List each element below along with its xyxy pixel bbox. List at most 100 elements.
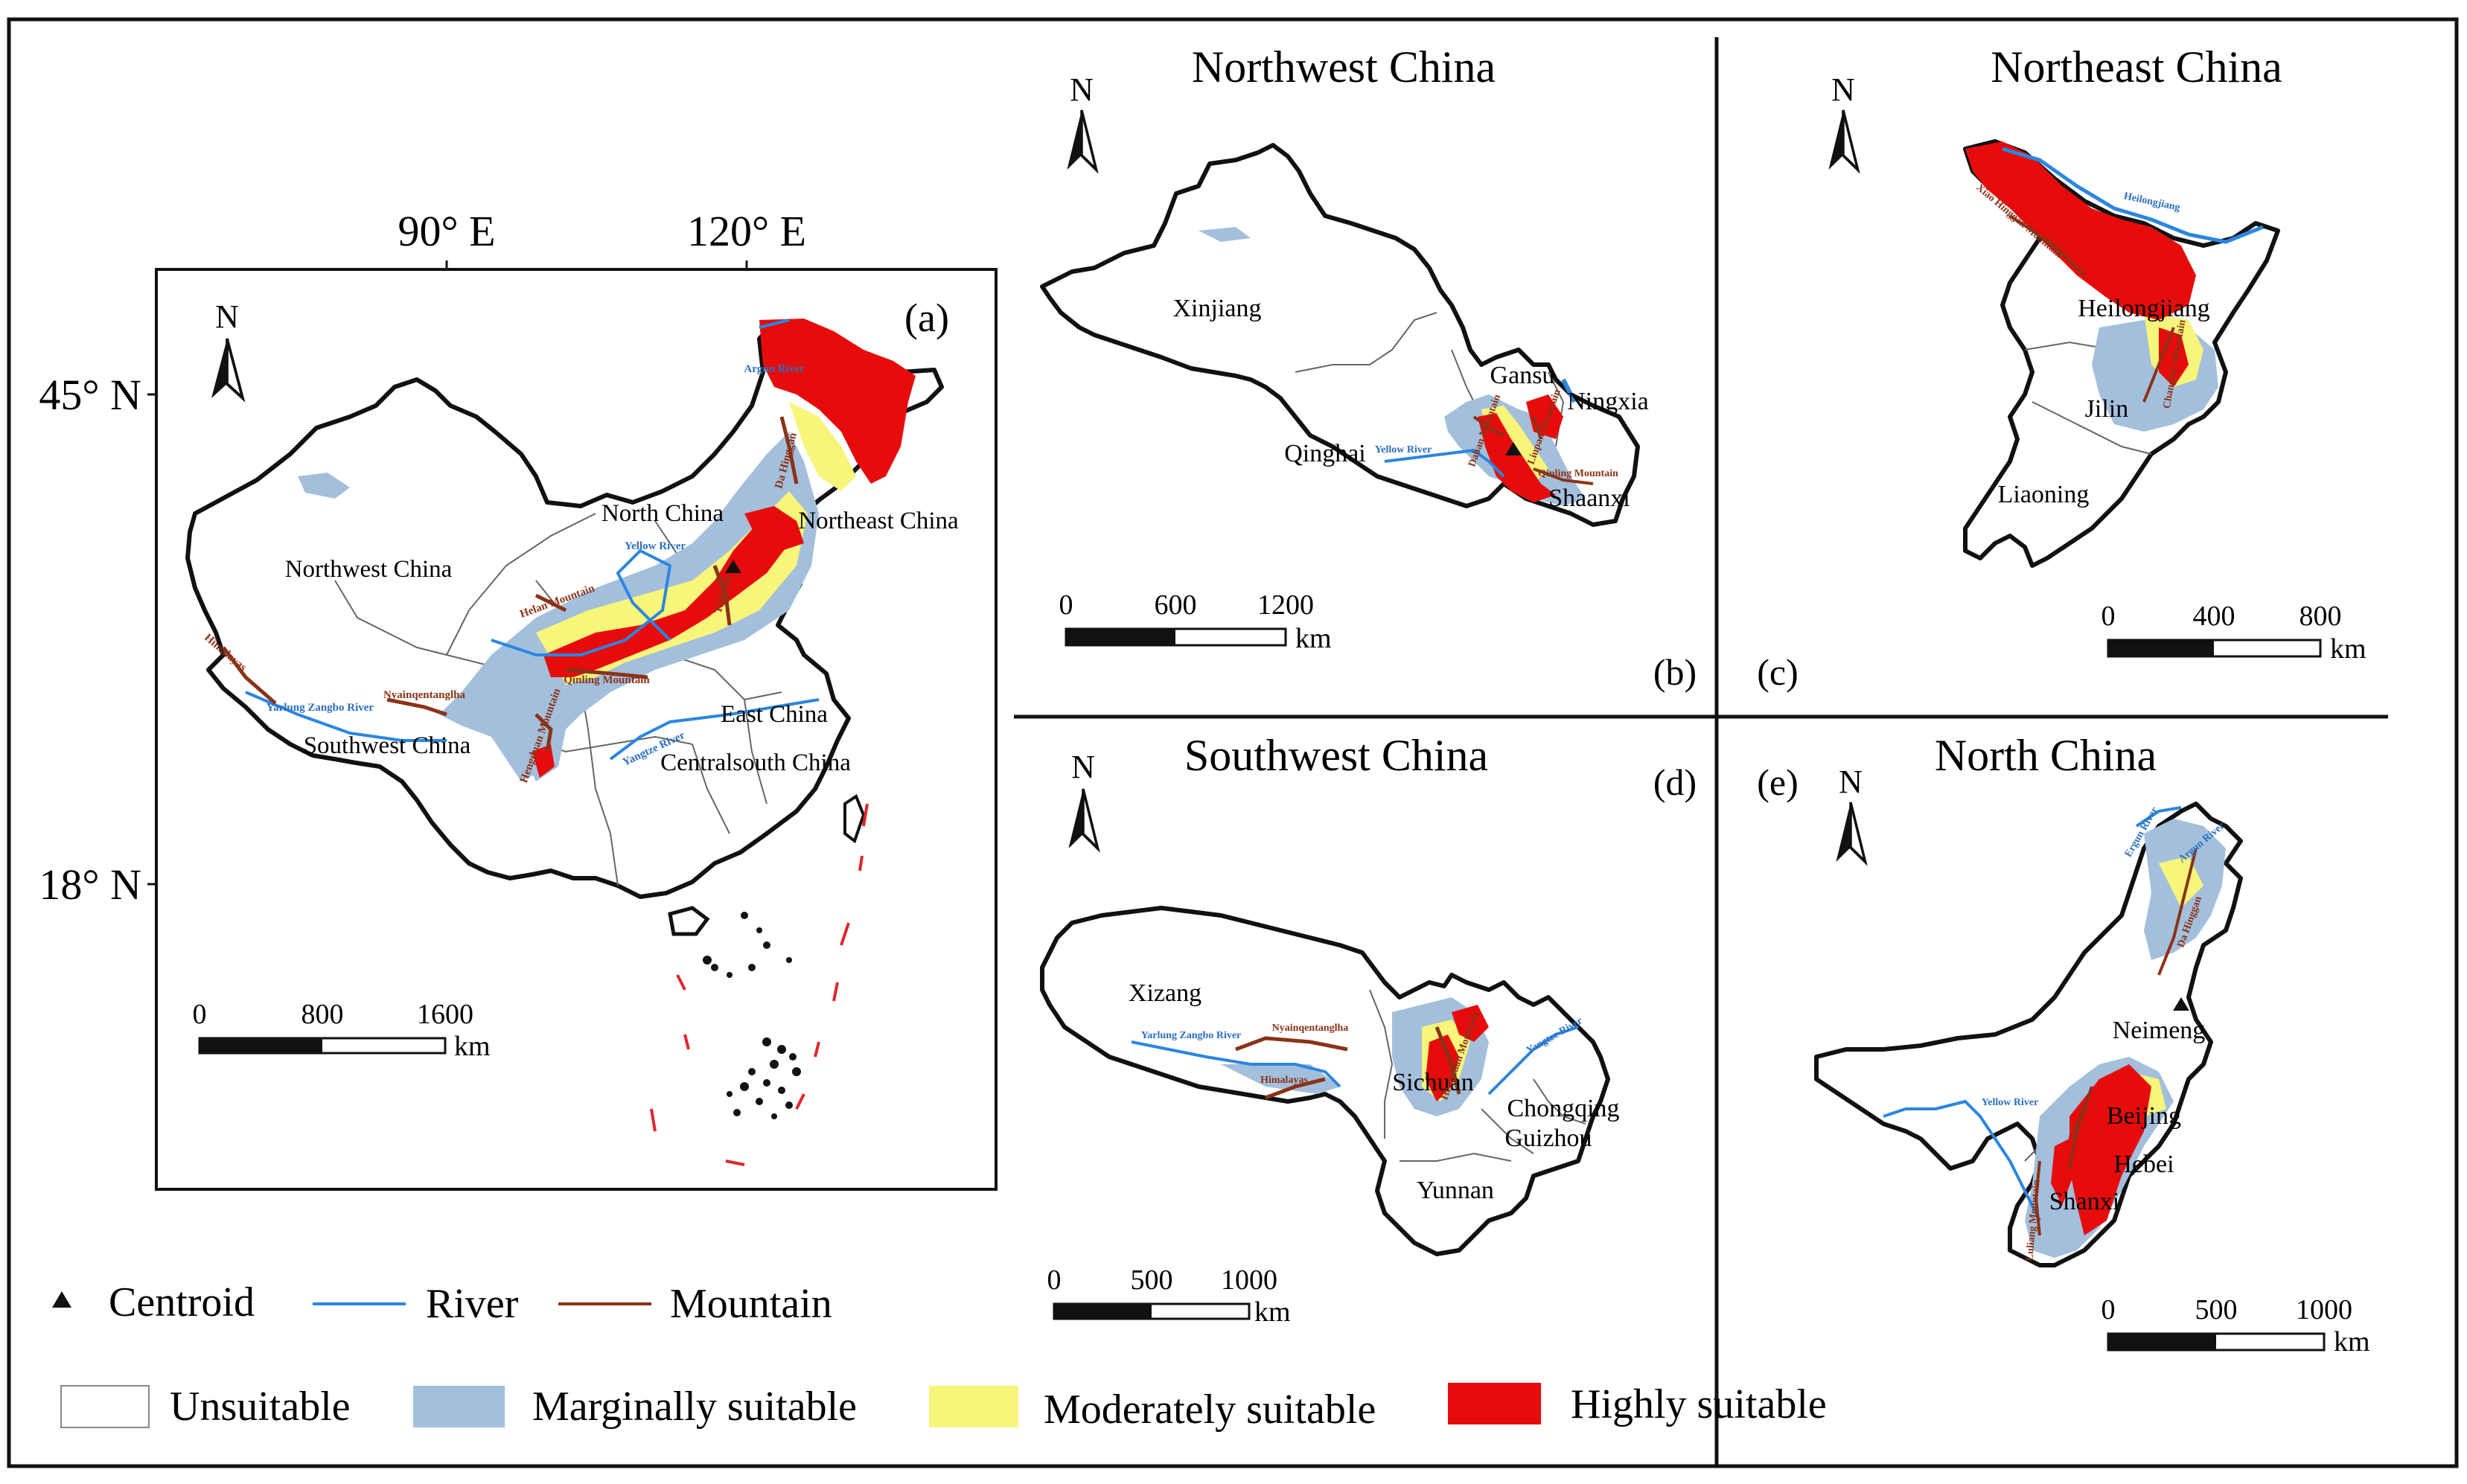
label-qinling-a: Qinling Mountain: [564, 674, 650, 686]
scale-unit-d: km: [1254, 1296, 1291, 1328]
legend-marginal-label: Marginally suitable: [532, 1384, 857, 1430]
scale-unit-b: km: [1295, 623, 1332, 654]
label-xinjiang: Xinjiang: [1173, 295, 1262, 322]
lat-label-18: 18° N: [39, 860, 141, 909]
scale-tick-e-1: 500: [2195, 1294, 2238, 1325]
label-xizang: Xizang: [1129, 979, 1201, 1007]
legend-marginal-swatch: [413, 1386, 505, 1427]
scale-tick-b-1: 600: [1155, 589, 1197, 621]
suitability-patches-e: [2025, 819, 2226, 1258]
panel-e-title: North China: [1935, 731, 2157, 780]
north-label-d: N: [1071, 749, 1095, 785]
north-label-e: N: [1839, 764, 1863, 800]
label-argun-river-a: Argun River: [744, 363, 805, 375]
label-yunnan: Yunnan: [1417, 1177, 1494, 1204]
scale-unit-c: km: [2330, 633, 2367, 665]
label-nyainqentanglha-a: Nyainqentanglha: [383, 689, 466, 701]
scale-unit-a: km: [454, 1031, 491, 1062]
suitability-patches-a: [298, 319, 916, 781]
label-beijing: Beijing: [2107, 1102, 2181, 1130]
panel-b-northwest: Northwest China (b) N Xinjiang Gansu: [1040, 42, 1697, 693]
north-label-c: N: [1831, 71, 1855, 108]
legend-mountain-label: Mountain: [670, 1281, 832, 1327]
legend-river-label: River: [426, 1281, 519, 1327]
panel-letter-d: (d): [1653, 761, 1697, 803]
scale-tick-d-1: 500: [1131, 1264, 1173, 1296]
scale-tick-c-2: 800: [2300, 601, 2342, 632]
scale-tick-b-0: 0: [1059, 589, 1073, 621]
lon-label-90: 90° E: [398, 207, 495, 255]
mountains-a: [222, 416, 799, 752]
label-himalayas-d: Himalayas: [1260, 1075, 1308, 1086]
label-yellow-river-b: Yellow River: [1375, 444, 1432, 455]
label-nyainqentanglha-d: Nyainqentanglha: [1272, 1023, 1349, 1034]
scale-bar-d: 0 500 1000 km: [1047, 1264, 1291, 1328]
scale-tick-c-1: 400: [2193, 601, 2235, 632]
label-yarlung-river-a: Yarlung Zangbo River: [267, 702, 374, 714]
panel-letter-c: (c): [1757, 651, 1799, 693]
scale-tick-a-0: 0: [193, 999, 207, 1030]
label-hebei: Hebei: [2113, 1151, 2174, 1178]
scale-bar-a: 0 800 1600 km: [193, 999, 491, 1062]
label-centralsouth-china: Centralsouth China: [660, 749, 851, 776]
legend-unsuitable-label: Unsuitable: [170, 1384, 351, 1430]
scs-islands: [703, 912, 801, 1119]
label-shanxi: Shanxi: [2049, 1188, 2119, 1215]
panel-letter-b: (b): [1653, 651, 1697, 693]
rivers-a: [245, 319, 820, 761]
label-qinling-b: Qinling Mountain: [1538, 468, 1618, 479]
legend-moderate-swatch: [929, 1386, 1018, 1427]
panel-letter-e: (e): [1757, 761, 1799, 803]
panel-d-title: Southwest China: [1184, 731, 1488, 780]
label-northwest-china: Northwest China: [285, 556, 453, 583]
scale-tick-c-0: 0: [2101, 601, 2116, 632]
label-yellow-river-e: Yellow River: [1982, 1097, 2039, 1108]
scale-tick-a-2: 1600: [417, 999, 473, 1030]
label-southwest-china: Southwest China: [304, 732, 471, 759]
scale-tick-e-2: 1000: [2296, 1294, 2352, 1325]
label-east-china: East China: [721, 701, 828, 728]
legend-centroid-label: Centroid: [109, 1279, 255, 1325]
centroid-marker-e: [2173, 997, 2189, 1011]
lat-label-45: 45° N: [39, 371, 141, 419]
legend-centroid-icon: [52, 1291, 71, 1308]
north-label: N: [215, 298, 239, 335]
legend-high-swatch: [1448, 1383, 1541, 1424]
legend-moderate-label: Moderately suitable: [1044, 1387, 1376, 1433]
legend-unsuitable-swatch: [60, 1385, 150, 1428]
label-heilongjiang: Heilongjiang: [2078, 295, 2210, 322]
scale-tick-d-0: 0: [1047, 1264, 1062, 1296]
scale-unit-e: km: [2334, 1326, 2370, 1357]
label-neimeng: Neimeng: [2113, 1017, 2206, 1044]
label-northeast-china: Northeast China: [798, 508, 959, 534]
legend: Centroid River Mountain Unsuitable Margi…: [52, 1279, 1827, 1433]
centroid-marker-b: [1505, 442, 1522, 455]
panel-b-title: Northwest China: [1192, 42, 1496, 92]
centroid-marker-a: [725, 560, 741, 573]
scale-bar-b: 0 600 1200 km: [1059, 589, 1332, 654]
label-liaoning: Liaoning: [1998, 481, 2090, 508]
lon-label-120: 120° E: [687, 207, 806, 255]
label-chongqing: Chongqing: [1507, 1095, 1619, 1122]
label-gansu: Gansu: [1490, 362, 1555, 389]
scale-tick-b-2: 1200: [1257, 589, 1314, 621]
label-north-china: North China: [601, 500, 724, 527]
label-qinghai: Qinghai: [1284, 440, 1366, 467]
nine-dash-line: [650, 803, 869, 1166]
scale-bar-e: 0 500 1000 km: [2101, 1294, 2370, 1357]
label-sichuan: Sichuan: [1392, 1069, 1474, 1096]
panel-c-title: Northeast China: [1991, 42, 2282, 92]
scale-tick-a-1: 800: [301, 999, 344, 1030]
label-yellow-river-a: Yellow River: [625, 540, 686, 552]
label-jilin: Jilin: [2085, 395, 2129, 423]
north-label-b: N: [1070, 71, 1094, 108]
panel-a-main-map: 90° E 120° E 45° N 18° N (a) N: [39, 207, 998, 1191]
panel-d-southwest: Southwest China (d) N Xizang: [1040, 731, 1697, 1328]
scale-bar-c: 0 400 800 km: [2101, 601, 2367, 665]
label-yarlung-river-d: Yarlung Zangbo River: [1141, 1030, 1242, 1041]
label-shaanxi: Shaanxi: [1548, 484, 1630, 512]
panel-letter-a: (a): [904, 295, 949, 340]
scale-tick-d-2: 1000: [1221, 1264, 1277, 1296]
